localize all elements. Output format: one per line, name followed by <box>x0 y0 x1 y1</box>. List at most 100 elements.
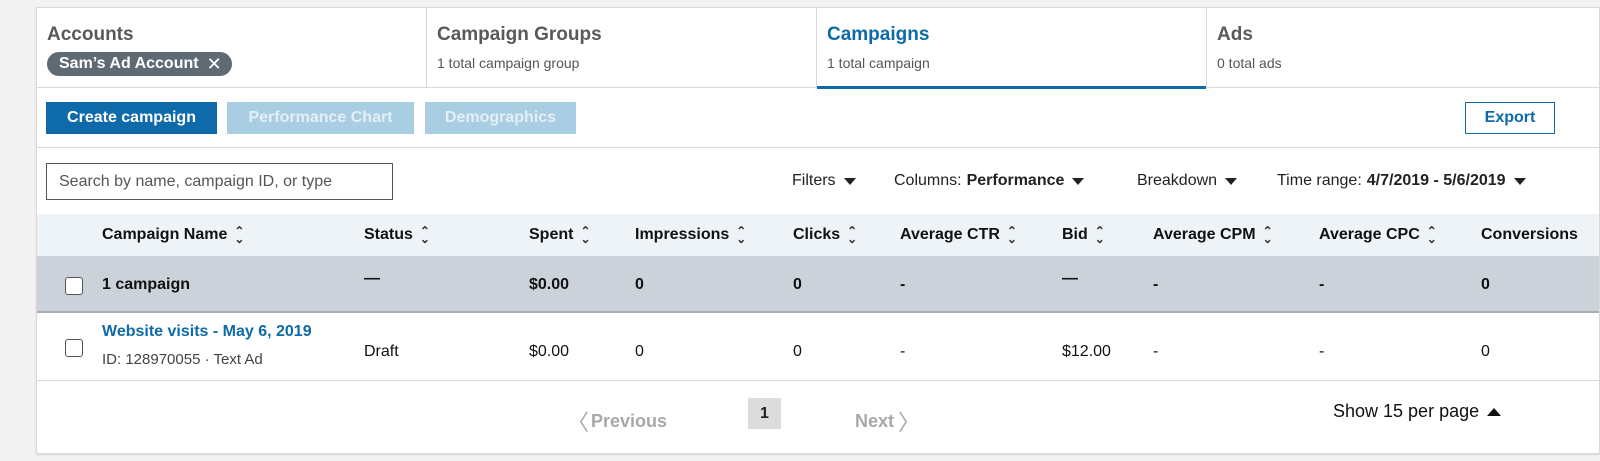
summary-cpm: - <box>1153 276 1159 293</box>
summary-name: 1 campaign <box>102 276 191 293</box>
column-header-impressions[interactable]: Impressions ⌃ ⌄ <box>635 224 747 246</box>
current-page-number[interactable]: 1 <box>748 398 781 429</box>
filters-label: Filters <box>792 172 836 189</box>
column-header-label: Impressions <box>635 226 730 243</box>
row-cpc: - <box>1319 343 1325 360</box>
sort-icon: ⌃ ⌄ <box>580 224 591 246</box>
tab-campaign-groups[interactable]: Campaign Groups 1 total campaign group <box>427 8 817 88</box>
account-filter-pill[interactable]: Sam’s Ad Account ✕ <box>47 52 232 76</box>
select-all-checkbox[interactable] <box>65 277 83 295</box>
column-header-label: Campaign Name <box>102 226 228 243</box>
row-conversions: 0 <box>1481 343 1490 360</box>
tab-ads-title: Ads <box>1217 24 1253 45</box>
sort-icon: ⌃ ⌄ <box>1006 224 1017 246</box>
sort-icon: ⌃ ⌄ <box>1094 224 1105 246</box>
next-label: Next <box>855 410 895 431</box>
caret-down-icon <box>1072 177 1085 185</box>
columns-label: Columns: <box>894 172 962 189</box>
tab-ads-count: 0 total ads <box>1217 55 1282 71</box>
column-header-spent[interactable]: Spent ⌃ ⌄ <box>529 224 591 246</box>
tab-campaigns-count: 1 total campaign <box>827 55 930 71</box>
caret-down-icon <box>1225 177 1238 185</box>
tab-campaigns[interactable]: Campaigns 1 total campaign <box>817 8 1207 89</box>
column-header-label: Average CTR <box>900 226 1000 243</box>
row-impressions: 0 <box>635 343 644 360</box>
tab-campaign-groups-title: Campaign Groups <box>437 24 602 45</box>
column-header-label: Status <box>364 226 413 243</box>
column-header-conversions[interactable]: Conversions <box>1481 226 1578 244</box>
breakdown-dropdown[interactable]: Breakdown <box>1137 172 1238 190</box>
summary-cpc: - <box>1319 276 1325 293</box>
summary-bid: — <box>1062 270 1078 287</box>
filters-dropdown[interactable]: Filters <box>792 172 856 190</box>
row-bid: $12.00 <box>1062 343 1111 360</box>
toolbar: Create campaign Performance Chart Demogr… <box>37 88 1599 148</box>
account-pill-label: Sam’s Ad Account <box>59 55 199 72</box>
row-ctr: - <box>900 343 906 360</box>
previous-label: Previous <box>591 410 668 431</box>
tab-ads[interactable]: Ads 0 total ads <box>1207 8 1599 88</box>
time-range-value: 4/7/2019 - 5/6/2019 <box>1366 172 1506 189</box>
column-header-campaign-name[interactable]: Campaign Name ⌃ ⌄ <box>102 224 245 246</box>
demographics-button[interactable]: Demographics <box>425 102 576 134</box>
search-input[interactable] <box>46 163 393 200</box>
sort-icon: ⌃ ⌄ <box>847 224 858 246</box>
create-campaign-button[interactable]: Create campaign <box>46 102 217 134</box>
tab-campaigns-title: Campaigns <box>827 24 930 45</box>
row-cpm: - <box>1153 343 1159 360</box>
next-page-button[interactable]: Next 〉 <box>855 405 920 437</box>
summary-row: 1 campaign — $0.00 0 0 - — - - 0 <box>37 256 1599 313</box>
campaign-id-type: ID: 128970055 · Text Ad <box>102 351 263 368</box>
previous-page-button[interactable]: 〈 Previous <box>567 405 667 437</box>
breakdown-label: Breakdown <box>1137 172 1218 189</box>
summary-conversions: 0 <box>1481 276 1490 293</box>
tab-accounts[interactable]: Accounts Sam’s Ad Account ✕ <box>37 8 427 88</box>
summary-impressions: 0 <box>635 276 644 293</box>
columns-dropdown[interactable]: Columns: Performance <box>894 172 1085 190</box>
tab-accounts-title: Accounts <box>47 24 134 45</box>
close-icon[interactable]: ✕ <box>206 53 222 74</box>
table-row: Website visits - May 6, 2019 ID: 1289700… <box>37 313 1599 381</box>
column-header-label: Average CPC <box>1319 226 1420 243</box>
column-header-label: Clicks <box>793 226 841 243</box>
chevron-right-icon: 〉 <box>898 410 921 435</box>
table-header: Campaign Name ⌃ ⌄ Status ⌃ ⌄ Spent ⌃ ⌄ Impress… <box>37 214 1599 256</box>
caret-down-icon <box>843 177 856 185</box>
summary-ctr: - <box>900 276 906 293</box>
campaign-name-link[interactable]: Website visits - May 6, 2019 <box>102 323 312 340</box>
pagination: 〈 Previous 1 Next 〉 Show 15 per page <box>37 381 1599 453</box>
tab-campaign-groups-count: 1 total campaign group <box>437 55 580 71</box>
sort-icon: ⌃ ⌄ <box>419 224 430 246</box>
filter-row: Filters Columns: Performance Breakdown T… <box>37 148 1599 214</box>
row-spent: $0.00 <box>529 343 570 360</box>
per-page-selector[interactable]: Show 15 per page <box>1333 401 1502 422</box>
column-header-label: Conversions <box>1481 226 1578 243</box>
column-header-label: Spent <box>529 226 574 243</box>
column-header-average-cpc[interactable]: Average CPC ⌃ ⌄ <box>1319 225 1437 245</box>
export-button[interactable]: Export <box>1465 102 1555 134</box>
sort-icon: ⌃ ⌄ <box>234 224 245 246</box>
column-header-bid[interactable]: Bid ⌃ ⌄ <box>1062 224 1105 246</box>
row-status: Draft <box>364 343 399 360</box>
column-header-label: Average CPM <box>1153 226 1256 243</box>
time-range-label: Time range: <box>1277 172 1362 189</box>
caret-up-icon <box>1487 407 1502 416</box>
summary-clicks: 0 <box>793 276 802 293</box>
row-clicks: 0 <box>793 343 802 360</box>
sort-icon: ⌃ ⌄ <box>736 224 747 246</box>
row-checkbox[interactable] <box>65 339 83 357</box>
entity-tabs: Accounts Sam’s Ad Account ✕ Campaign Gro… <box>37 8 1599 89</box>
performance-chart-button[interactable]: Performance Chart <box>227 102 414 134</box>
column-header-clicks[interactable]: Clicks ⌃ ⌄ <box>793 224 858 246</box>
caret-down-icon <box>1513 177 1526 185</box>
per-page-label: Show 15 per page <box>1333 401 1480 421</box>
campaign-manager-panel: Accounts Sam’s Ad Account ✕ Campaign Gro… <box>36 7 1600 454</box>
column-header-average-ctr[interactable]: Average CTR ⌃ ⌄ <box>900 224 1017 246</box>
summary-status: — <box>364 270 380 287</box>
column-header-status[interactable]: Status ⌃ ⌄ <box>364 224 430 246</box>
column-header-label: Bid <box>1062 226 1088 243</box>
summary-spent: $0.00 <box>529 276 570 293</box>
column-header-average-cpm[interactable]: Average CPM ⌃ ⌄ <box>1153 225 1273 245</box>
chevron-left-icon: 〈 <box>567 410 590 435</box>
time-range-dropdown[interactable]: Time range: 4/7/2019 - 5/6/2019 <box>1277 172 1526 190</box>
